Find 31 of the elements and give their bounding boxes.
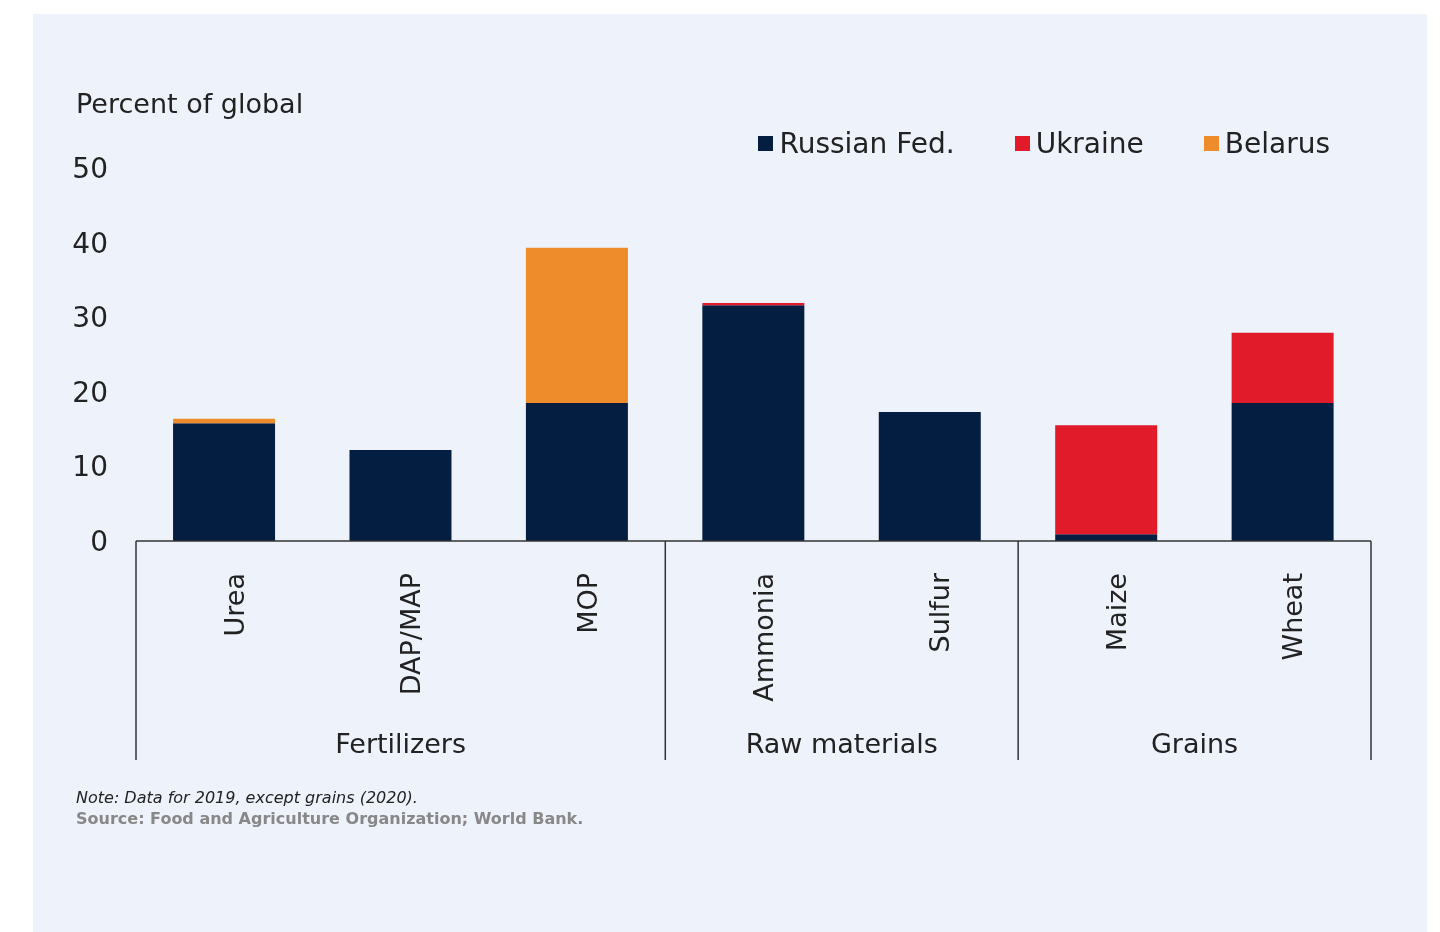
bar <box>702 305 805 541</box>
bar <box>878 411 981 541</box>
x-tick-label: Sulfur <box>924 572 956 653</box>
x-tick-label: MOP <box>571 573 603 634</box>
bar <box>525 402 628 541</box>
y-tick-label: 20 <box>72 375 108 409</box>
x-tick-label: DAP/MAP <box>395 573 427 696</box>
x-tick-label: Maize <box>1100 573 1132 652</box>
bar <box>1231 332 1334 403</box>
text: Raw materials <box>745 728 938 759</box>
bar <box>349 449 452 541</box>
legend-label: Ukraine <box>1035 127 1144 160</box>
y-tick-label: 10 <box>72 450 108 484</box>
bar <box>525 247 628 403</box>
y-tick-label: 30 <box>72 301 108 335</box>
y-tick-label: 0 <box>90 524 108 558</box>
legend-label: Russian Fed. <box>779 127 955 160</box>
bar <box>1231 402 1334 541</box>
text: Fertilizers <box>335 728 467 759</box>
y-tick-label: 40 <box>72 226 108 260</box>
source-note: Source: Food and Agriculture Organization; World Bank. <box>76 809 584 828</box>
legend-label: Belarus <box>1224 127 1330 160</box>
x-tick-label: Wheat <box>1277 573 1309 661</box>
y-axis-title: Percent of global <box>76 88 304 119</box>
y-tick-label: 50 <box>72 151 108 185</box>
bar <box>173 423 276 541</box>
text: Note: Data for 2019, except grains (2020). <box>76 788 418 807</box>
x-tick-label: Ammonia <box>748 573 779 702</box>
text: Grains <box>1150 728 1239 759</box>
x-tick-label: Urea <box>218 573 250 637</box>
bar <box>1055 425 1158 535</box>
